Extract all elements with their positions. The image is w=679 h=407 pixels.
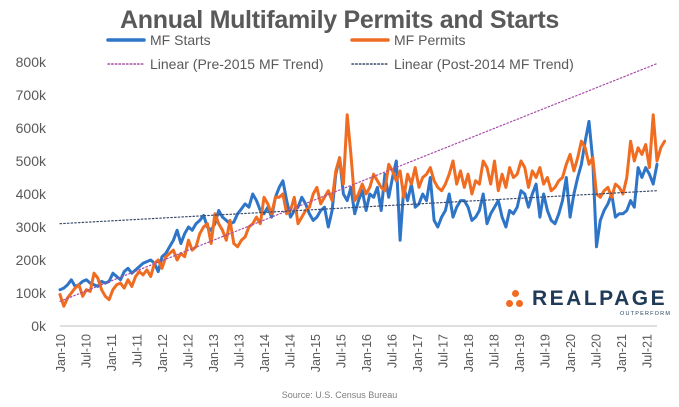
legend-label: MF Permits (394, 32, 466, 48)
y-tick-label: 700k (16, 87, 47, 103)
y-tick-label: 600k (16, 120, 47, 136)
x-tick-label: Jul-20 (590, 334, 604, 368)
y-tick-label: 800k (16, 54, 47, 70)
legend-label: Linear (Post-2014 MF Trend) (394, 56, 574, 72)
source-note: Source: U.S. Census Bureau (281, 390, 398, 400)
x-tick-label: Jul-13 (233, 334, 247, 368)
x-tick-label: Jul-17 (437, 334, 451, 368)
x-tick-label: Jul-19 (539, 334, 553, 368)
series-line-mf-permits (58, 113, 667, 308)
x-tick-label: Jan-18 (462, 334, 476, 372)
series-line-linear-pre-2015-mf-trend (59, 63, 658, 302)
series-line-linear-post-2014-mf-trend (59, 190, 658, 225)
logo-wordmark: REALPAGE (532, 287, 668, 310)
legend-label: MF Starts (150, 32, 211, 48)
x-tick-label: Jul-11 (131, 334, 145, 367)
y-tick-label: 300k (16, 219, 47, 235)
x-tick-label: Jul-10 (80, 334, 94, 368)
x-tick-label: Jul-16 (386, 334, 400, 368)
x-tick-label: Jan-12 (156, 334, 170, 372)
x-tick-label: Jan-21 (615, 334, 629, 372)
x-tick-label: Jul-15 (335, 334, 349, 368)
x-tick-label: Jul-12 (182, 334, 196, 368)
y-tick-label: 200k (16, 252, 47, 268)
x-tick-label: Jan-14 (258, 334, 272, 372)
logo-dot-1 (512, 290, 519, 297)
x-tick-label: Jan-11 (105, 334, 119, 371)
y-tick-label: 100k (16, 285, 47, 301)
x-tick-label: Jul-14 (284, 334, 298, 368)
x-tick-label: Jan-17 (411, 334, 425, 372)
x-tick-label: Jan-13 (207, 334, 221, 372)
x-tick-label: Jan-16 (360, 334, 374, 372)
realpage-logo: REALPAGE OUTPERFORM (504, 287, 670, 327)
series-line-mf-starts (58, 119, 659, 292)
chart-title: Annual Multifamily Permits and Starts (120, 6, 559, 34)
x-tick-label: Jul-21 (641, 334, 655, 368)
y-tick-label: 400k (16, 186, 47, 202)
y-tick-label: 0k (31, 318, 47, 334)
y-tick-label: 500k (16, 153, 47, 169)
legend-label: Linear (Pre-2015 MF Trend) (150, 56, 324, 72)
logo-dot-3 (516, 300, 523, 307)
logo-tagline: OUTPERFORM (620, 311, 672, 317)
logo-dot-2 (506, 300, 513, 307)
x-tick-label: Jan-20 (564, 334, 578, 372)
x-tick-label: Jan-10 (54, 334, 68, 372)
x-tick-label: Jan-19 (513, 334, 527, 372)
x-tick-label: Jul-18 (488, 334, 502, 368)
x-tick-label: Jan-15 (309, 334, 323, 372)
